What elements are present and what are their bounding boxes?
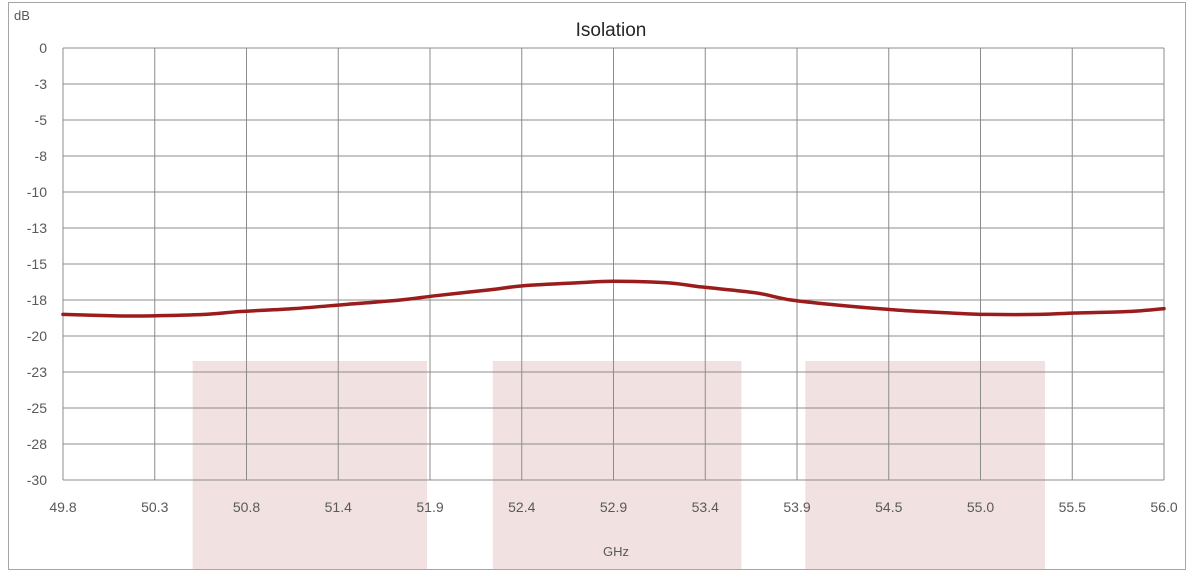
- y-tick-label: -3: [35, 76, 48, 92]
- y-tick-label: -28: [27, 436, 47, 452]
- x-tick-label: 56.0: [1150, 499, 1177, 515]
- y-tick-label: -15: [27, 256, 47, 272]
- shaded-band-2: [492, 361, 742, 569]
- x-tick-label: 53.9: [783, 499, 810, 515]
- x-tick-label: 52.9: [600, 499, 627, 515]
- y-tick-label: -5: [35, 112, 48, 128]
- x-tick-label: 53.4: [692, 499, 719, 515]
- chart-title: Isolation: [576, 20, 647, 41]
- shaded-band-1: [192, 361, 428, 569]
- x-tick-label: 54.5: [875, 499, 902, 515]
- isolation-series-line: [61, 279, 1166, 318]
- isolation-chart: 0 -3 -5 -8 -10 -13 -15 -18 -20 -23 -25 -28 -30 49.8 5…: [14, 8, 1178, 569]
- x-tick-label: 51.4: [325, 499, 352, 515]
- x-tick-label: 51.9: [416, 499, 443, 515]
- chart-frame: 0 -3 -5 -8 -10 -13 -15 -18 -20 -23 -25 -28 -30 49.8 5…: [8, 2, 1186, 570]
- x-tick-label: 50.8: [233, 499, 260, 515]
- x-tick-label: 52.4: [508, 499, 535, 515]
- y-tick-label: -8: [35, 148, 48, 164]
- y-tick-label: -18: [27, 292, 47, 308]
- y-tick-label: -13: [27, 220, 47, 236]
- y-axis-unit-label: dB: [14, 8, 30, 23]
- x-tick-label: 55.0: [967, 499, 994, 515]
- shaded-band-3: [805, 361, 1046, 569]
- y-tick-label: -25: [27, 400, 47, 416]
- x-tick-label: 50.3: [141, 499, 168, 515]
- y-tick-label: -23: [27, 364, 47, 380]
- y-tick-label: -10: [27, 184, 47, 200]
- x-tick-label: 55.5: [1059, 499, 1086, 515]
- y-tick-label: -30: [27, 472, 47, 488]
- x-axis-unit-label: GHz: [603, 544, 629, 559]
- x-tick-label: 49.8: [49, 499, 76, 515]
- y-tick-label: -20: [27, 328, 47, 344]
- y-tick-label: 0: [39, 40, 47, 56]
